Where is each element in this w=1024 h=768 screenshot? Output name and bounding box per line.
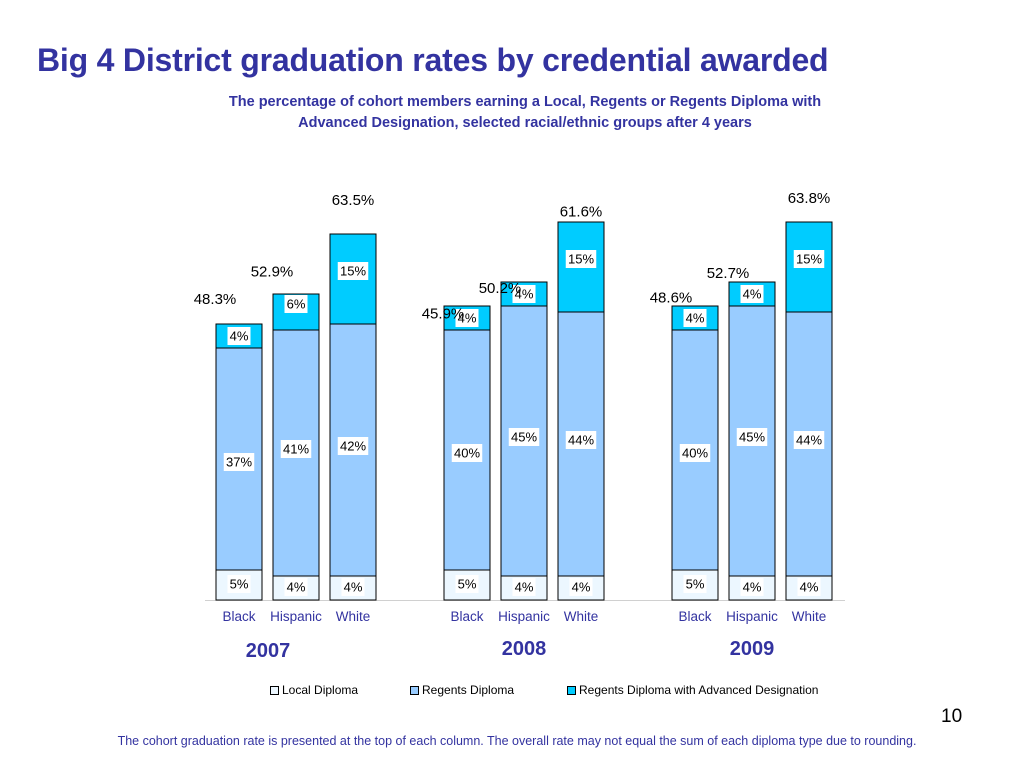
label-regents-g2008-white: 44%: [568, 433, 594, 448]
label-advanced-g2008-hispanic: 4%: [515, 287, 534, 302]
total-label-g2008-black: 45.9%: [422, 306, 465, 323]
label-regents-g2007-black: 37%: [226, 455, 252, 470]
subtitle-line-1: The percentage of cohort members earning…: [228, 94, 822, 110]
label-regents-g2008-black: 40%: [454, 446, 480, 461]
category-label-g2008-black: Black: [450, 609, 483, 624]
total-label-g2008-hispanic: 50.2%: [479, 280, 522, 297]
label-advanced-g2007-white: 15%: [340, 264, 366, 279]
year-label-2009: 2009: [730, 638, 775, 660]
category-label-g2009-hispanic: Hispanic: [726, 609, 778, 624]
category-label-g2009-black: Black: [678, 609, 711, 624]
label-local-g2007-hispanic-box: [284, 578, 308, 596]
legend-label-advanced: Regents Diploma with Advanced Designatio…: [579, 683, 819, 697]
label-advanced-g2009-black: 4%: [686, 311, 705, 326]
label-regents-g2009-black: 40%: [682, 446, 708, 461]
label-advanced-g2009-hispanic-box: [740, 285, 764, 303]
label-local-g2007-hispanic: 4%: [287, 580, 306, 595]
label-regents-g2009-hispanic-box: [736, 428, 768, 446]
label-local-g2009-black: 5%: [686, 577, 705, 592]
legend-swatch-regents: [410, 685, 419, 695]
label-advanced-g2008-white-box: [565, 250, 597, 268]
year-label-2007: 2007: [246, 640, 291, 662]
label-local-g2009-hispanic: 4%: [743, 580, 762, 595]
label-advanced-g2008-white: 15%: [568, 252, 594, 267]
legend-label-regents: Regents Diploma: [422, 683, 515, 697]
label-regents-g2007-white: 42%: [340, 439, 366, 454]
footnote: The cohort graduation rate is presented …: [117, 734, 917, 748]
label-regents-g2009-black-box: [679, 444, 711, 462]
subtitle-line-2: Advanced Designation, selected racial/et…: [298, 115, 752, 131]
label-regents-g2007-hispanic-box: [280, 440, 312, 458]
legend-swatch-local: [270, 685, 279, 695]
label-local-g2007-white-box: [341, 578, 365, 596]
total-label-g2009-hispanic: 52.7%: [707, 265, 750, 282]
label-local-g2007-black: 5%: [230, 577, 249, 592]
label-regents-g2008-white-box: [565, 431, 597, 449]
label-regents-g2009-white: 44%: [796, 433, 822, 448]
chart-subtitle: The percentage of cohort members earning…: [150, 92, 900, 134]
total-label-g2007-white: 63.5%: [332, 192, 375, 209]
label-regents-g2008-black-box: [451, 444, 483, 462]
label-advanced-g2007-hispanic-box: [284, 295, 308, 313]
label-advanced-g2007-black-box: [227, 327, 251, 345]
label-local-g2009-white: 4%: [800, 580, 819, 595]
label-regents-g2009-hispanic: 45%: [739, 430, 765, 445]
category-label-g2007-hispanic: Hispanic: [270, 609, 322, 624]
label-regents-g2007-white-box: [337, 437, 369, 455]
label-local-g2008-white-box: [569, 578, 593, 596]
total-label-g2009-white: 63.8%: [788, 190, 831, 207]
label-advanced-g2009-white: 15%: [796, 252, 822, 267]
legend-item-local: Local Diploma: [270, 683, 358, 697]
label-advanced-g2009-black-box: [683, 309, 707, 327]
page-title: Big 4 District graduation rates by crede…: [37, 42, 829, 78]
label-local-g2007-black-box: [227, 575, 251, 593]
category-label-g2008-white: White: [564, 609, 599, 624]
total-label-g2007-black: 48.3%: [194, 291, 237, 308]
label-local-g2009-hispanic-box: [740, 578, 764, 596]
label-local-g2008-white: 4%: [572, 580, 591, 595]
label-advanced-g2009-hispanic: 4%: [743, 287, 762, 302]
category-label-g2007-black: Black: [222, 609, 255, 624]
total-label-g2007-hispanic: 52.9%: [251, 264, 294, 281]
label-advanced-g2007-hispanic: 6%: [287, 297, 306, 312]
total-label-g2008-white: 61.6%: [560, 203, 603, 220]
label-advanced-g2008-black-box: [455, 309, 479, 327]
category-label-g2009-white: White: [792, 609, 827, 624]
legend-item-regents: Regents Diploma: [410, 683, 514, 697]
category-label-g2008-hispanic: Hispanic: [498, 609, 550, 624]
label-local-g2007-white: 4%: [344, 580, 363, 595]
label-advanced-g2008-black: 4%: [458, 311, 477, 326]
label-regents-g2007-hispanic: 41%: [283, 442, 309, 457]
page-number: 10: [941, 706, 963, 727]
label-local-g2008-black: 5%: [458, 577, 477, 592]
label-local-g2009-white-box: [797, 578, 821, 596]
legend-swatch-advanced: [567, 685, 576, 695]
label-regents-g2007-black-box: [223, 453, 255, 471]
stacked-bar-chart: 5%37%4%48.3%Black4%41%6%52.9%Hispanic4%4…: [194, 190, 845, 662]
label-advanced-g2008-hispanic-box: [512, 285, 536, 303]
legend-label-local: Local Diploma: [282, 683, 359, 697]
label-regents-g2009-white-box: [793, 431, 825, 449]
label-advanced-g2007-white-box: [337, 262, 369, 280]
label-local-g2008-hispanic-box: [512, 578, 536, 596]
label-advanced-g2007-black: 4%: [230, 329, 249, 344]
category-label-g2007-white: White: [336, 609, 371, 624]
label-regents-g2008-hispanic: 45%: [511, 430, 537, 445]
label-advanced-g2009-white-box: [793, 250, 825, 268]
year-label-2008: 2008: [502, 638, 547, 660]
label-local-g2008-black-box: [455, 575, 479, 593]
label-regents-g2008-hispanic-box: [508, 428, 540, 446]
total-label-g2009-black: 48.6%: [650, 289, 693, 306]
label-local-g2008-hispanic: 4%: [515, 580, 534, 595]
chart-legend: Local Diploma Regents Diploma Regents Di…: [0, 683, 1024, 699]
legend-item-advanced: Regents Diploma with Advanced Designatio…: [567, 683, 818, 697]
label-local-g2009-black-box: [683, 575, 707, 593]
